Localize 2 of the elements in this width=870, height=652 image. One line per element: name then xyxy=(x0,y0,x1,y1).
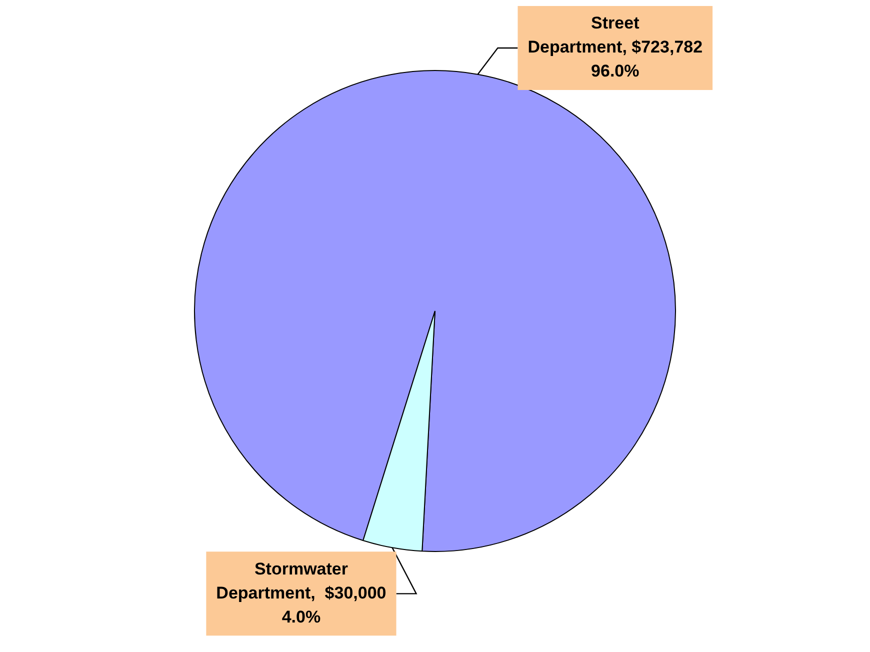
slice-label: Street Department, $723,782 96.0% xyxy=(528,14,703,81)
slice-label: Stormwater Department, $30,000 4.0% xyxy=(216,559,386,626)
